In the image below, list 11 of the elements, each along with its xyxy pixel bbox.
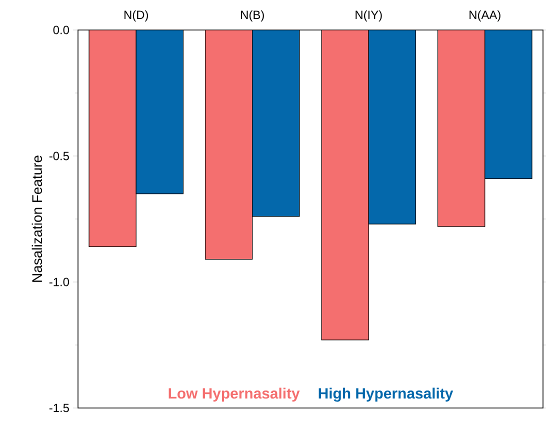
y-axis-title: Nasalization Feature	[32, 156, 42, 282]
x-tick-label: N(D)	[124, 10, 148, 22]
text: Low Hypernasality	[168, 388, 300, 402]
y-tick-label: -0.5	[49, 152, 69, 160]
y-tick-label: -1.5	[49, 404, 69, 412]
text: High Hypernasality	[318, 388, 454, 402]
x-tick-label: N(B)	[241, 10, 264, 22]
y-tick-label: 0.0	[53, 26, 70, 34]
x-tick-label: N(IY)	[356, 10, 382, 22]
x-tick-label: N(AA)	[470, 10, 500, 22]
y-tick-label: -1.0	[49, 278, 70, 286]
